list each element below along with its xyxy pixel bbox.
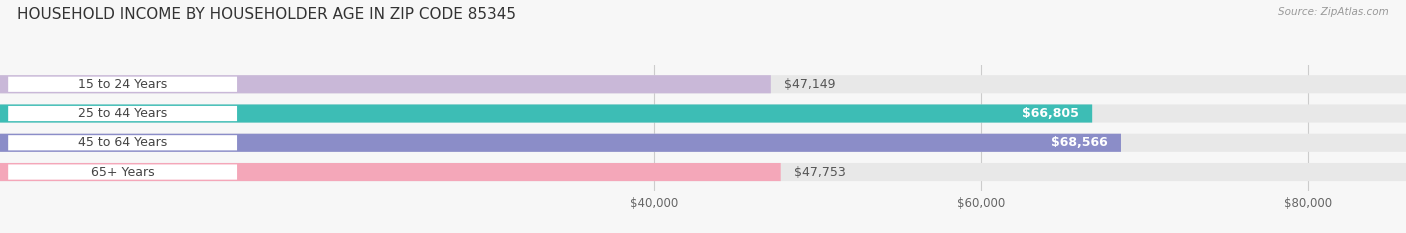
FancyBboxPatch shape [0,75,1406,93]
FancyBboxPatch shape [0,104,1406,123]
FancyBboxPatch shape [0,104,1092,123]
FancyBboxPatch shape [0,163,780,181]
Text: $66,805: $66,805 [1022,107,1078,120]
FancyBboxPatch shape [0,134,1406,152]
FancyBboxPatch shape [8,106,238,121]
Text: $47,753: $47,753 [794,165,845,178]
Text: $68,566: $68,566 [1052,136,1108,149]
Text: $47,149: $47,149 [785,78,835,91]
FancyBboxPatch shape [0,75,770,93]
FancyBboxPatch shape [8,164,238,180]
Text: 45 to 64 Years: 45 to 64 Years [77,136,167,149]
Text: HOUSEHOLD INCOME BY HOUSEHOLDER AGE IN ZIP CODE 85345: HOUSEHOLD INCOME BY HOUSEHOLDER AGE IN Z… [17,7,516,22]
Text: 15 to 24 Years: 15 to 24 Years [77,78,167,91]
FancyBboxPatch shape [8,77,238,92]
Text: Source: ZipAtlas.com: Source: ZipAtlas.com [1278,7,1389,17]
FancyBboxPatch shape [0,134,1121,152]
Text: 65+ Years: 65+ Years [91,165,155,178]
Text: 25 to 44 Years: 25 to 44 Years [77,107,167,120]
FancyBboxPatch shape [0,163,1406,181]
FancyBboxPatch shape [8,135,238,150]
